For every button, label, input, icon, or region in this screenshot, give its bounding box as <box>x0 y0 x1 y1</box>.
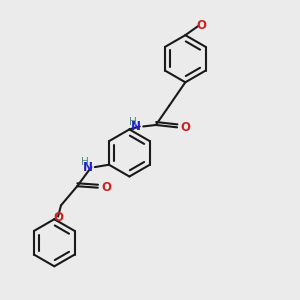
Text: H: H <box>81 158 89 167</box>
Text: O: O <box>196 19 206 32</box>
Text: N: N <box>131 120 141 133</box>
Text: O: O <box>53 211 63 224</box>
Text: O: O <box>101 181 111 194</box>
Text: O: O <box>181 121 190 134</box>
Text: N: N <box>83 160 93 174</box>
Text: H: H <box>129 117 137 127</box>
